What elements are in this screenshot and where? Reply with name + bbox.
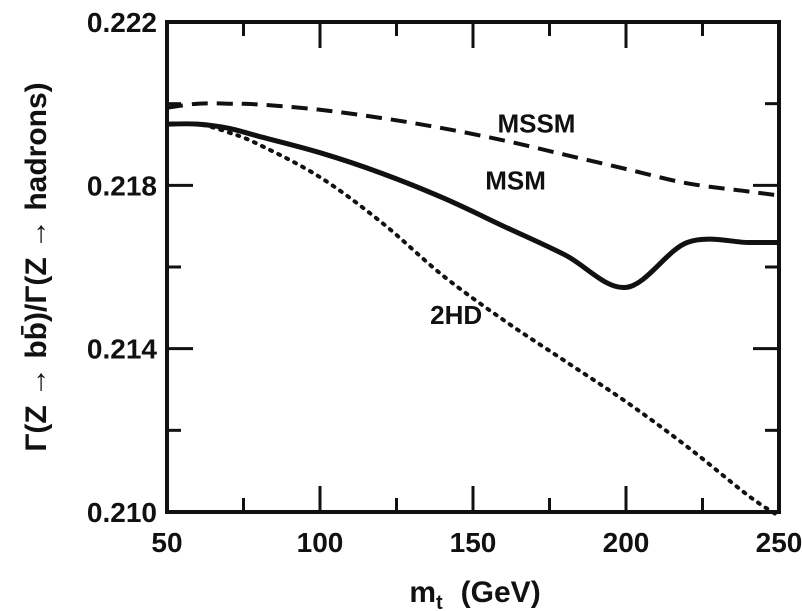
axes-box	[165, 20, 781, 514]
x-tick-label: 50	[151, 527, 182, 558]
y-tick-label: 0.222	[87, 7, 157, 38]
series-label-msm: MSM	[485, 165, 546, 195]
series-label-2hd: 2HD	[430, 300, 482, 330]
tick-labels: 50 100 150 200 250 0.210 0.214 0.218 0.222	[87, 7, 802, 558]
y-tick-label: 0.214	[87, 334, 157, 365]
y-tick-label: 0.218	[87, 170, 157, 201]
series-label-mssm: MSSM	[497, 108, 575, 138]
y-tick-label: 0.210	[87, 497, 157, 528]
plot-frame	[165, 20, 781, 514]
x-axis-title: mt (GeV)	[409, 576, 540, 611]
x-axis-title-subscript: t	[436, 592, 443, 611]
series-labels: MSSM MSM 2HD	[430, 108, 575, 330]
series-lines	[165, 101, 781, 519]
y-axis-title: Γ(Z → bb̄)/Γ(Z → hadrons)	[20, 82, 53, 451]
x-axis-title-unit: (GeV)	[461, 576, 541, 609]
series-line-mssm	[166, 101, 780, 198]
x-tick-label: 200	[603, 527, 650, 558]
x-tick-label: 100	[297, 527, 344, 558]
x-tick-label: 250	[756, 527, 802, 558]
axis-ticks	[165, 20, 781, 514]
x-axis-title-main: m	[409, 576, 436, 609]
series-line-2hd	[165, 121, 781, 519]
series-line-msm	[166, 121, 779, 290]
x-tick-label: 150	[450, 527, 497, 558]
